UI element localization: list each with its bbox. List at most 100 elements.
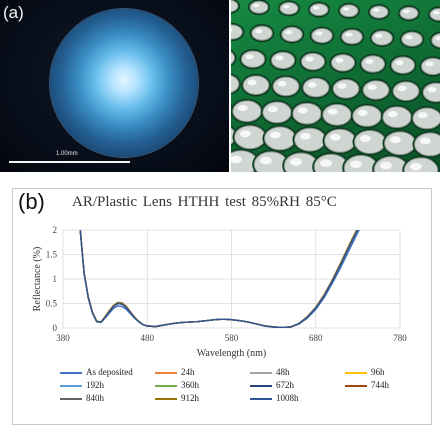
lens-highlight bbox=[335, 57, 344, 63]
lens-highlight bbox=[375, 33, 383, 38]
lens-highlight bbox=[283, 4, 290, 9]
legend-swatch bbox=[250, 371, 272, 374]
lens-highlight bbox=[403, 9, 410, 14]
lens-highlight bbox=[345, 32, 353, 37]
legend-label: 360h bbox=[181, 380, 199, 390]
lens-highlight bbox=[350, 160, 362, 168]
legend-item: 48h bbox=[250, 367, 290, 379]
lens-highlight bbox=[417, 112, 428, 119]
tray-lens bbox=[341, 29, 363, 45]
lens-disc bbox=[50, 9, 198, 157]
lens-highlight bbox=[320, 159, 332, 167]
tray-lens bbox=[422, 82, 440, 103]
lens-highlight bbox=[359, 135, 371, 142]
tray-lens bbox=[382, 106, 412, 129]
tray-lens bbox=[392, 81, 420, 101]
lens-highlight bbox=[425, 61, 434, 67]
lens-micrograph: (a) 1.00mm bbox=[0, 0, 229, 172]
lens-highlight bbox=[337, 83, 347, 89]
tray-lens bbox=[420, 57, 440, 76]
tray-lens bbox=[302, 77, 330, 98]
x-tick-label: 480 bbox=[141, 333, 155, 343]
tray-lens bbox=[309, 3, 329, 17]
lens-highlight bbox=[285, 30, 293, 35]
lens-highlight bbox=[277, 80, 287, 87]
legend-swatch bbox=[155, 397, 177, 400]
legend-item: 360h bbox=[155, 380, 199, 392]
legend-item: 912h bbox=[155, 393, 199, 405]
lens-highlight bbox=[387, 110, 398, 118]
lens-highlight bbox=[395, 60, 404, 66]
tray-lens bbox=[332, 79, 360, 99]
lens-highlight bbox=[397, 85, 407, 92]
legend-label: 840h bbox=[86, 393, 104, 403]
x-tick-label: 380 bbox=[56, 333, 70, 343]
panel-b-chart: (b) AR/Plastic Lens HTHH test 85%RH 85°C… bbox=[0, 180, 440, 425]
lens-highlight bbox=[373, 8, 380, 12]
lens-highlight bbox=[427, 86, 437, 93]
tray-lens bbox=[294, 127, 326, 152]
lens-highlight bbox=[253, 3, 260, 8]
lens-highlight bbox=[247, 79, 257, 86]
series-group bbox=[79, 230, 360, 328]
lens-highlight bbox=[231, 155, 242, 164]
legend-label: 24h bbox=[181, 367, 195, 377]
tray-lens bbox=[369, 5, 389, 19]
y-tick-label: 0 bbox=[53, 323, 58, 333]
lens-highlight bbox=[357, 109, 368, 116]
tray-lens bbox=[270, 51, 296, 70]
tray-lens bbox=[231, 74, 240, 94]
tray-lens bbox=[322, 103, 352, 126]
lens-highlight bbox=[435, 36, 440, 41]
y-axis-label: Reflectance (%) bbox=[32, 247, 43, 312]
tray-lens bbox=[279, 1, 299, 15]
lens-highlight bbox=[299, 132, 311, 140]
tray-lens bbox=[262, 101, 292, 124]
tray-lens bbox=[401, 31, 423, 47]
lens-highlight bbox=[367, 84, 377, 90]
y-tick-label: 0.5 bbox=[46, 299, 58, 309]
lens-highlight bbox=[275, 55, 284, 61]
lens-highlight bbox=[269, 131, 281, 139]
tray-lens bbox=[272, 76, 300, 97]
tray-lens bbox=[352, 105, 382, 127]
series-line bbox=[79, 230, 360, 328]
x-tick-label: 580 bbox=[225, 333, 239, 343]
lens-highlight bbox=[389, 136, 401, 144]
lens-highlight bbox=[313, 6, 320, 10]
lens-highlight bbox=[260, 156, 272, 165]
series-line bbox=[79, 230, 358, 328]
lens-highlight bbox=[365, 59, 374, 64]
legend-label: 1008h bbox=[276, 393, 299, 403]
legend-label: 744h bbox=[371, 380, 389, 390]
panel-b-label: (b) bbox=[18, 189, 45, 214]
tray-lens bbox=[354, 130, 386, 154]
tray-lens bbox=[242, 75, 270, 95]
tray-lens bbox=[371, 30, 393, 46]
tray-lens bbox=[231, 51, 236, 65]
lens-highlight bbox=[380, 161, 392, 170]
tray-lens bbox=[360, 55, 386, 73]
lens-highlight bbox=[329, 133, 341, 141]
tray-lens bbox=[384, 131, 416, 156]
legend-label: 912h bbox=[181, 393, 199, 403]
tray-lens bbox=[412, 107, 440, 130]
tray-lens bbox=[249, 0, 269, 14]
legend-label: 48h bbox=[276, 367, 290, 377]
lens-highlight bbox=[315, 31, 323, 36]
tray-lens bbox=[339, 4, 359, 18]
lens-highlight bbox=[297, 107, 308, 114]
legend-label: 96h bbox=[371, 367, 385, 377]
tray-lens bbox=[240, 50, 266, 68]
x-tick-label: 680 bbox=[309, 333, 323, 343]
lens-highlight bbox=[255, 28, 263, 34]
lens-highlight bbox=[267, 106, 278, 113]
panel-a-photos: (a) 1.00mm bbox=[0, 0, 440, 172]
lens-highlight bbox=[307, 82, 317, 88]
tray-lens bbox=[292, 102, 322, 125]
legend-item: As deposited bbox=[60, 367, 133, 379]
chart-title: AR/Plastic Lens HTHH test 85%RH 85°C bbox=[72, 194, 337, 210]
lens-highlight bbox=[231, 28, 233, 32]
lens-highlight bbox=[343, 7, 350, 11]
legend-item: 840h bbox=[60, 393, 104, 405]
